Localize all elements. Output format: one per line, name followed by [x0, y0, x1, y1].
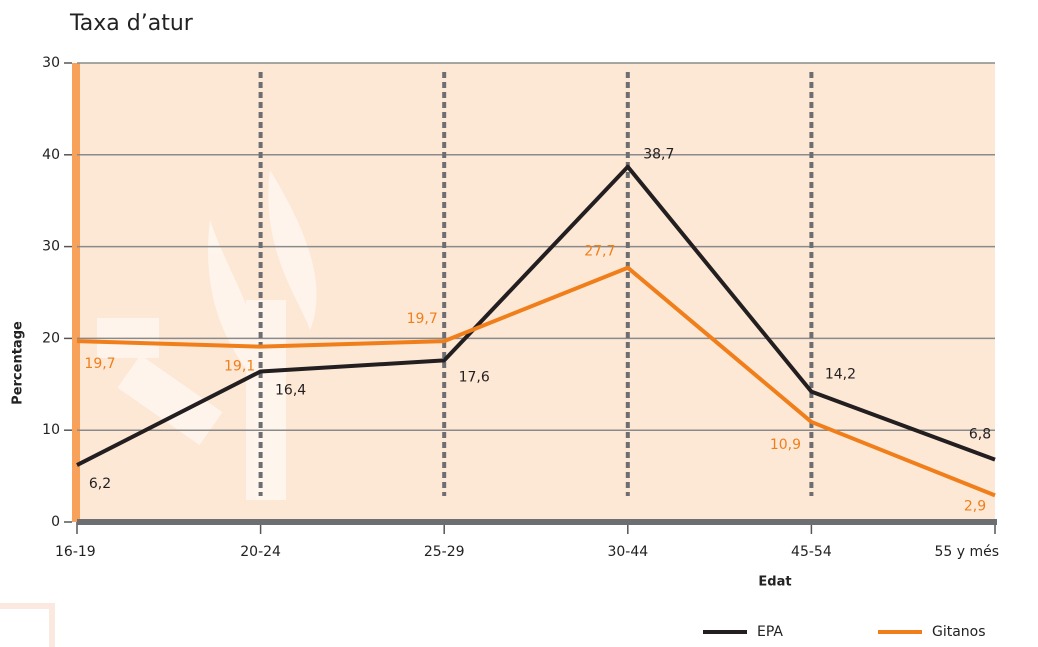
legend-label: Gitanos — [932, 624, 986, 640]
legend-label: EPA — [757, 624, 783, 640]
x-tick-label: 25-29 — [424, 544, 465, 560]
data-label: 14,2 — [825, 367, 856, 383]
y-axis-bar — [72, 63, 80, 522]
x-axis-title: Edat — [758, 575, 791, 590]
data-label: 6,8 — [969, 427, 991, 443]
chart-title: Taxa d’atur — [69, 11, 194, 36]
x-tick-label: 45-54 — [791, 544, 832, 560]
y-tick-label: 0 — [51, 514, 60, 530]
data-label: 38,7 — [643, 147, 674, 163]
data-label: 19,7 — [84, 356, 115, 372]
y-tick-label: 30 — [42, 55, 60, 71]
data-label: 10,9 — [770, 437, 801, 453]
line — [76, 164, 996, 467]
y-axis-title: Percentage — [11, 321, 26, 405]
data-label: 17,6 — [459, 369, 490, 385]
data-label: 19,7 — [407, 311, 438, 327]
y-tick-label: 20 — [42, 330, 60, 346]
data-label: 27,7 — [584, 244, 615, 260]
y-tick-label: 10 — [42, 422, 60, 438]
x-tick-label: 30-44 — [607, 544, 648, 560]
data-label: 16,4 — [275, 382, 306, 398]
line — [76, 265, 996, 498]
x-tick-label: 16-19 — [55, 544, 96, 560]
y-tick-label: 30 — [42, 239, 60, 255]
data-label: 6,2 — [89, 476, 111, 492]
x-tick-label: 20-24 — [240, 544, 281, 560]
y-tick-label: 40 — [42, 147, 60, 163]
corner-decoration — [0, 603, 55, 647]
data-label: 2,9 — [964, 498, 986, 514]
data-label: 19,1 — [224, 359, 255, 375]
x-tick-label: 55 y més — [934, 544, 999, 560]
